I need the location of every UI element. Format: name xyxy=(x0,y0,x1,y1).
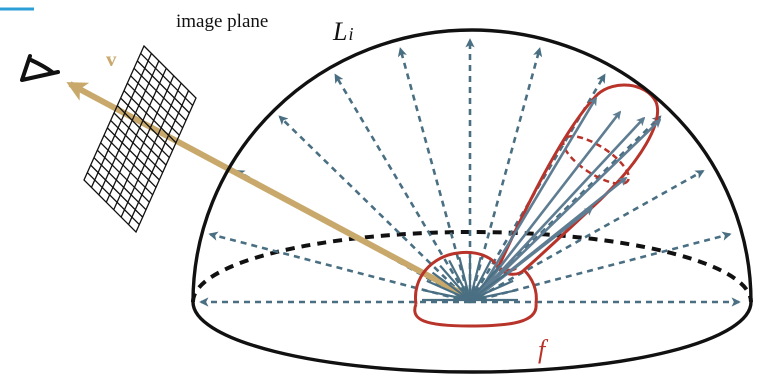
incident-arrow xyxy=(278,115,471,303)
brdf-label: f xyxy=(538,335,549,364)
image-plane-gridline xyxy=(133,67,187,121)
hemisphere-front-rim xyxy=(191,301,753,374)
image-plane-gridline xyxy=(96,149,150,203)
image-plane-gridline xyxy=(140,52,194,106)
image-plane-gridline xyxy=(130,75,184,129)
brdf-lobe-crosssection xyxy=(561,134,631,186)
reflected-ray xyxy=(474,96,598,299)
diffuse-ray xyxy=(469,289,518,302)
image-plane-gridline xyxy=(110,119,164,173)
hemisphere-back-rim xyxy=(191,230,753,303)
view-vector-arrow xyxy=(66,81,472,301)
image-plane-gridline xyxy=(136,60,190,114)
reflected-ray xyxy=(475,206,594,300)
image-plane-gridline xyxy=(93,157,147,211)
incident-arrow xyxy=(334,73,472,303)
diffuse-ray xyxy=(448,259,471,301)
reflected-ray xyxy=(475,118,662,299)
image-plane-label: image plane xyxy=(176,11,268,32)
image-plane-gridline xyxy=(100,142,154,196)
diffuse-ray xyxy=(468,256,482,301)
diffuse-rays xyxy=(422,256,518,302)
diffuse-ray xyxy=(439,264,471,301)
diffuse-ray xyxy=(458,256,472,301)
brdf-lobe-diffuse xyxy=(414,250,518,305)
image-plane-gridline xyxy=(113,112,167,166)
hemisphere-dome xyxy=(191,28,753,303)
brdf-lobe-lower xyxy=(413,303,538,328)
image-plane-gridline xyxy=(106,127,160,181)
diffuse-ray xyxy=(469,271,509,301)
diffuse-ray xyxy=(422,289,471,302)
brdf-lobe-diffuse-right xyxy=(522,268,538,305)
diffuse-ray xyxy=(469,259,492,301)
reflected-rays xyxy=(474,96,662,300)
image-plane-gridline xyxy=(126,82,180,136)
diffuse-ray xyxy=(431,271,471,301)
eye-icon xyxy=(20,54,60,82)
brdf-specular-lobe xyxy=(496,83,659,276)
diffuse-ray xyxy=(469,264,501,301)
image-plane-gridline xyxy=(103,134,157,188)
image-plane-gridline xyxy=(120,97,174,151)
image-plane-gridline xyxy=(123,90,177,144)
incident-arrow xyxy=(469,169,705,304)
reflected-ray xyxy=(475,116,646,299)
image-plane-gridline xyxy=(86,172,140,226)
incident-radiance-label: Li xyxy=(332,17,353,46)
diffuse-ray xyxy=(426,279,471,302)
image-plane-grid xyxy=(83,44,197,234)
diffuse-ray xyxy=(469,279,514,302)
image-plane-gridline xyxy=(116,105,170,159)
image-plane-gridline xyxy=(90,164,144,218)
view-vector-label: v xyxy=(106,47,117,71)
